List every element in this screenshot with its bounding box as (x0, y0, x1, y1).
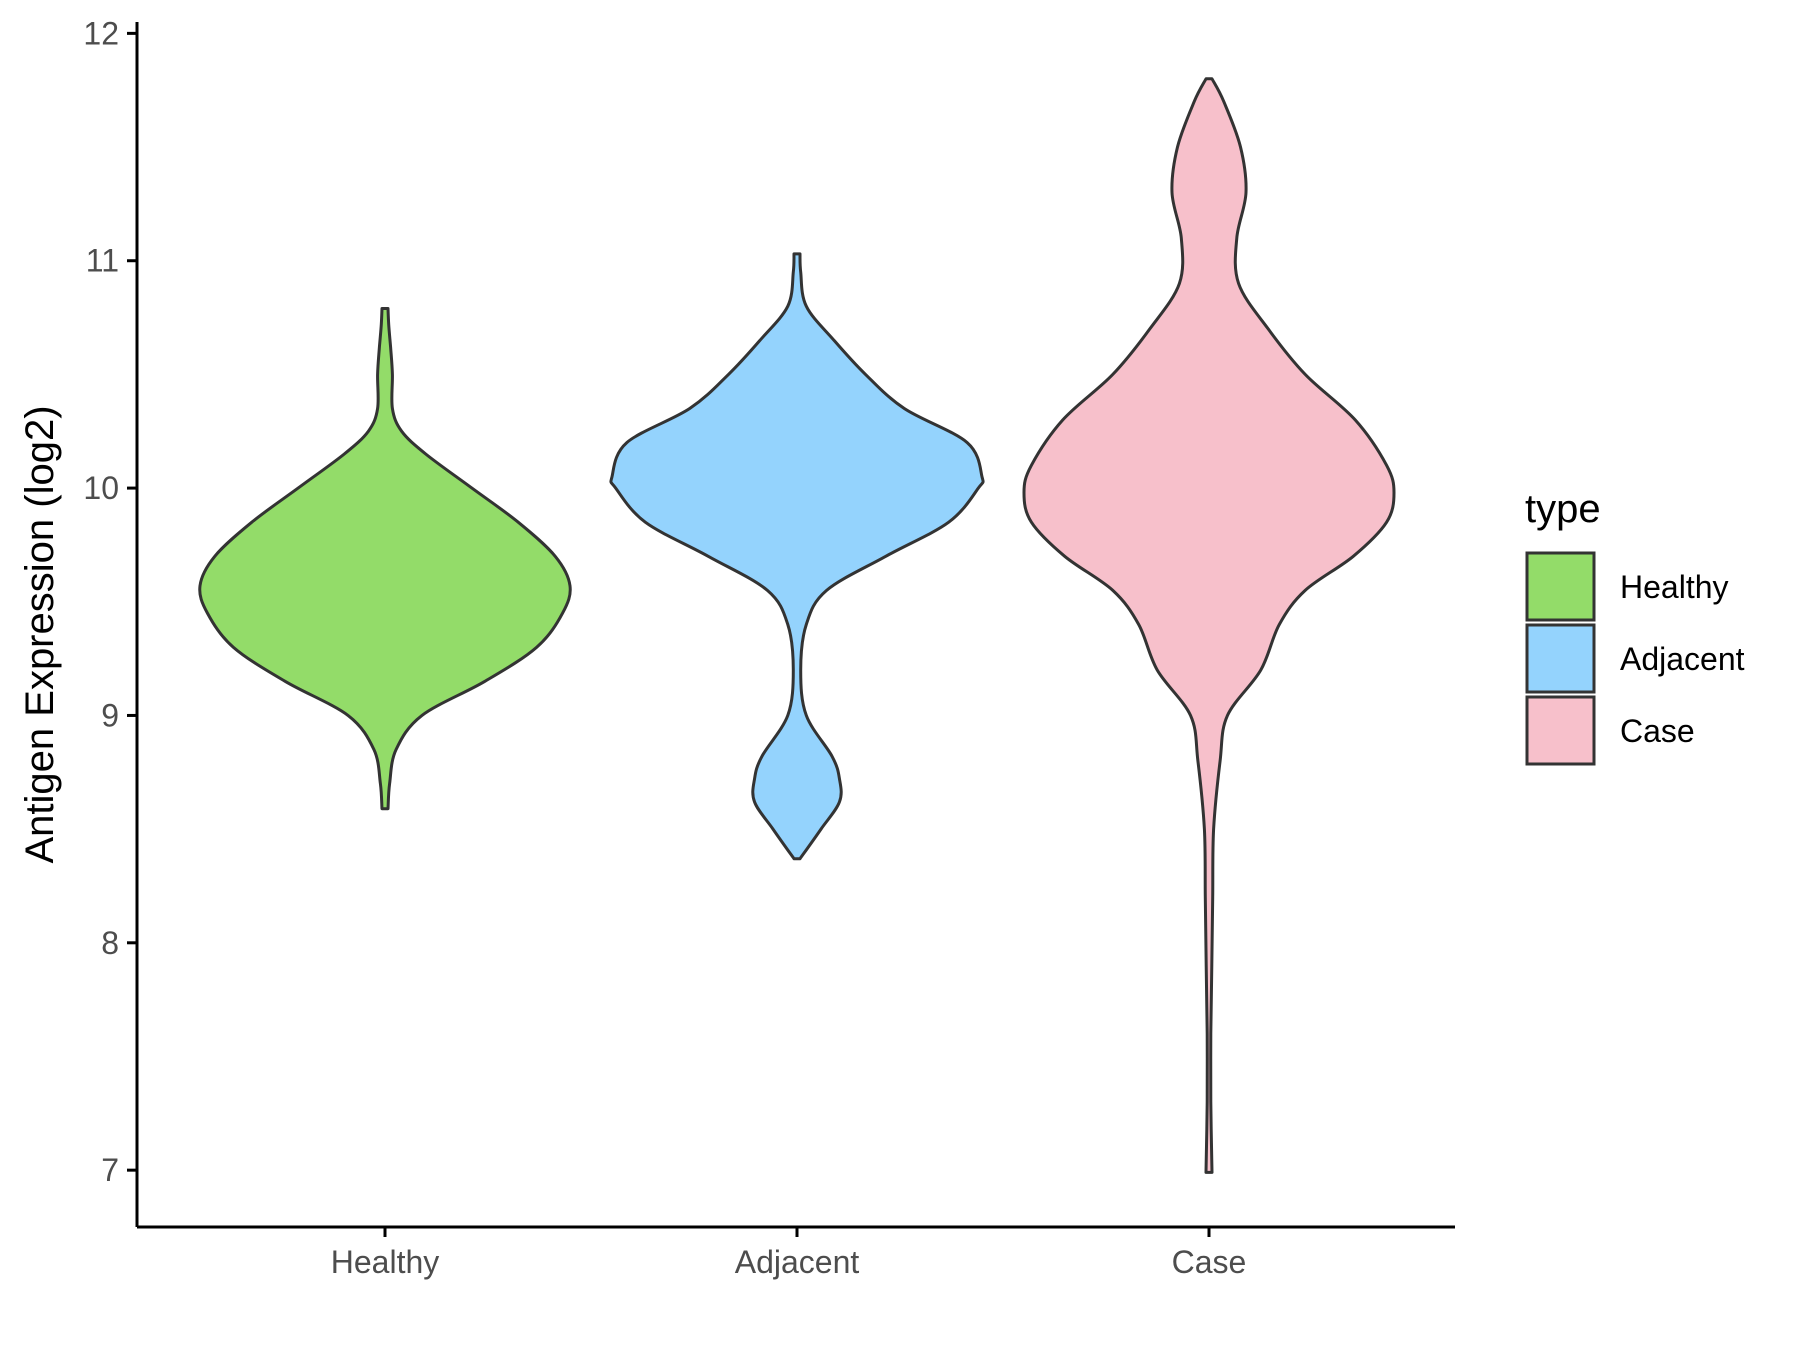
violin-adjacent (609, 252, 985, 861)
legend-key-adjacent (1525, 623, 1596, 694)
violin-case (1022, 77, 1396, 1174)
y-tick-label: 12 (83, 15, 119, 51)
y-tick-label: 8 (101, 925, 119, 961)
legend-label-healthy: Healthy (1620, 569, 1729, 605)
x-axis-ticks: Healthy Adjacent Case (331, 1227, 1247, 1280)
x-tick-label: Adjacent (735, 1244, 860, 1280)
legend-label-case: Case (1620, 713, 1695, 749)
y-axis-ticks: 7 8 9 10 11 12 (83, 15, 137, 1188)
y-tick-label: 11 (86, 243, 119, 279)
y-tick-label: 7 (101, 1152, 119, 1188)
legend-title: type (1525, 487, 1601, 531)
y-tick-label: 9 (101, 697, 119, 733)
y-tick-label: 10 (83, 470, 119, 506)
violin-healthy (198, 307, 572, 811)
x-tick-label: Healthy (331, 1244, 440, 1280)
legend-key-healthy (1525, 551, 1596, 622)
legend: type Healthy Adjacent Case (1525, 487, 1745, 766)
x-tick-label: Case (1172, 1244, 1247, 1280)
y-axis-title: Antigen Expression (log2) (18, 405, 62, 863)
legend-key-case (1525, 695, 1596, 766)
legend-label-adjacent: Adjacent (1620, 641, 1745, 677)
violins-layer (198, 77, 1396, 1174)
